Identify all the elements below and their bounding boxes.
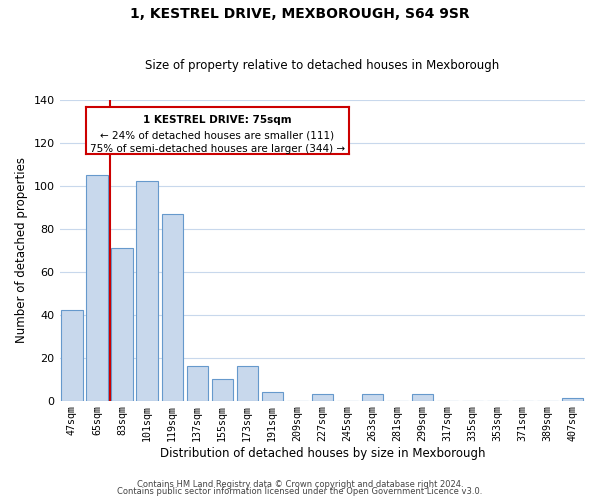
Bar xyxy=(187,366,208,400)
Text: 1, KESTREL DRIVE, MEXBOROUGH, S64 9SR: 1, KESTREL DRIVE, MEXBOROUGH, S64 9SR xyxy=(130,8,470,22)
Bar xyxy=(136,182,158,400)
Text: Contains public sector information licensed under the Open Government Licence v3: Contains public sector information licen… xyxy=(118,488,482,496)
Bar xyxy=(412,394,433,400)
Bar xyxy=(212,379,233,400)
Bar xyxy=(112,248,133,400)
Bar xyxy=(362,394,383,400)
Title: Size of property relative to detached houses in Mexborough: Size of property relative to detached ho… xyxy=(145,59,499,72)
Bar xyxy=(262,392,283,400)
Text: Contains HM Land Registry data © Crown copyright and database right 2024.: Contains HM Land Registry data © Crown c… xyxy=(137,480,463,489)
X-axis label: Distribution of detached houses by size in Mexborough: Distribution of detached houses by size … xyxy=(160,447,485,460)
Bar xyxy=(562,398,583,400)
Bar xyxy=(311,394,333,400)
Bar xyxy=(61,310,83,400)
Y-axis label: Number of detached properties: Number of detached properties xyxy=(15,157,28,343)
Bar xyxy=(161,214,183,400)
Bar xyxy=(86,175,108,400)
Bar xyxy=(236,366,258,400)
